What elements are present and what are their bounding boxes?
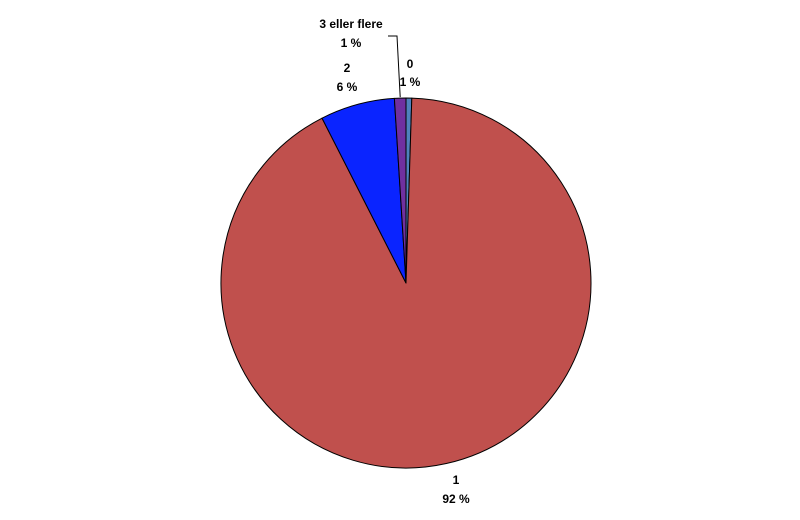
- leader-line-3-eller-flere: [388, 35, 401, 98]
- pie-slice-3-eller-flere: [393, 97, 407, 284]
- pie-slices: [220, 97, 592, 469]
- leader-lines: [388, 35, 401, 98]
- slice-category-label: 0: [407, 57, 414, 71]
- slice-category-label: 1: [453, 473, 460, 487]
- slice-percent-label: 1 %: [400, 75, 421, 89]
- slice-category-label: 2: [344, 61, 351, 75]
- slice-percent-label: 1 %: [341, 36, 362, 50]
- slice-percent-label: 6 %: [337, 80, 358, 94]
- slice-percent-label: 92 %: [442, 492, 470, 506]
- slice-category-label: 3 eller flere: [319, 17, 383, 31]
- data-labels: 0 1 % 1 92 % 2 6 % 3 eller flere 1 %: [319, 17, 470, 506]
